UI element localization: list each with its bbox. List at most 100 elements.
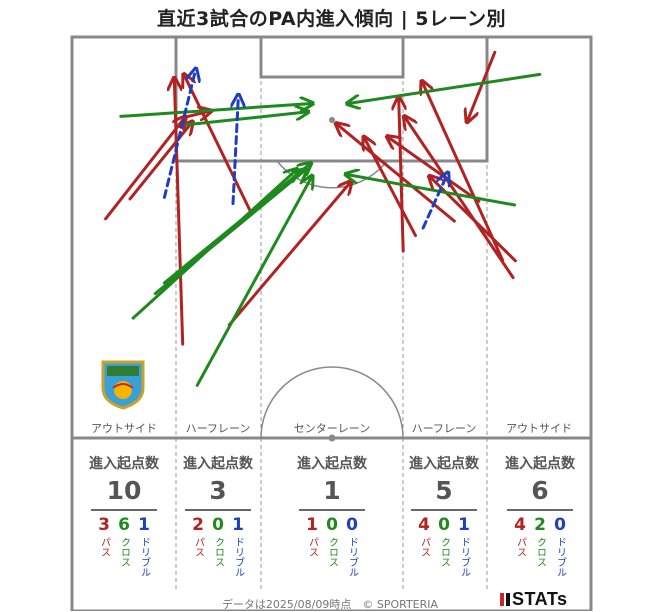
breakdown-dribble-count: 0	[346, 515, 358, 535]
breakdown-pass-label: パス	[192, 537, 204, 557]
lane-stat-total: 10	[106, 476, 142, 505]
breakdown-dribble-count: 0	[554, 515, 566, 535]
breakdown-dribble-label: ドリブル	[232, 537, 244, 577]
dribble-arrow-1	[233, 96, 238, 205]
penalty-spot	[329, 117, 335, 123]
dribble-arrow-0	[162, 70, 195, 199]
lane-label-outside-left: アウトサイド	[91, 422, 157, 435]
breakdown-pass: 2 パス	[188, 515, 208, 557]
breakdown-cross-label: クロス	[534, 537, 546, 567]
breakdown-dribble: 0 ドリブル	[342, 515, 362, 577]
breakdown-cross-count: 0	[438, 515, 450, 535]
cross-arrow-7	[347, 175, 517, 207]
breakdown-cross: 0 クロス	[434, 515, 454, 567]
breakdown-cross-label: クロス	[118, 537, 130, 567]
breakdown-cross-count: 0	[212, 515, 224, 535]
breakdown-cross: 6 クロス	[114, 515, 134, 567]
pass-arrow-8	[405, 117, 515, 280]
breakdown-cross: 2 クロス	[530, 515, 550, 567]
breakdown-pass: 4 パス	[414, 515, 434, 557]
breakdown-cross-count: 6	[118, 515, 130, 535]
breakdown-pass: 4 パス	[510, 515, 530, 557]
breakdown-pass-count: 2	[192, 515, 204, 535]
lane-stat-total: 1	[323, 476, 341, 505]
breakdown-pass-label: パス	[418, 537, 430, 557]
dribble-arrow-2	[421, 174, 447, 230]
cross-arrow-6	[131, 170, 296, 320]
pass-arrow-11	[399, 98, 404, 253]
breakdown-pass-label: パス	[514, 537, 526, 557]
goal-area	[259, 35, 405, 79]
lane-stat-header: 進入起点数	[297, 456, 367, 472]
chart-title: 直近3試合のPA内進入傾向 | 5レーン別	[156, 8, 507, 30]
breakdown-cross: 0 クロス	[208, 515, 228, 567]
lane-stat-divider	[185, 509, 251, 511]
penalty-area	[174, 35, 489, 163]
lane-stat-divider	[299, 509, 365, 511]
lane-stat-breakdown: 3 パス 6 クロス 1 ドリブル	[94, 515, 154, 581]
pass-arrow-1	[128, 123, 192, 201]
lane-stat-breakdown: 4 パス 0 クロス 1 ドリブル	[414, 515, 474, 581]
pass-arrow-5	[227, 182, 350, 327]
breakdown-pass-count: 4	[514, 515, 526, 535]
pass-arrow-3	[184, 75, 253, 215]
breakdown-dribble-label: ドリブル	[458, 537, 470, 577]
pass-arrow-0	[104, 117, 185, 221]
breakdown-cross-label: クロス	[326, 537, 338, 567]
lane-stat-header: 進入起点数	[183, 456, 253, 472]
breakdown-dribble-count: 1	[232, 515, 244, 535]
center-circle	[260, 366, 404, 439]
breakdown-cross-count: 0	[326, 515, 338, 535]
breakdown-dribble: 1 ドリブル	[454, 515, 474, 577]
pass-arrow-7	[422, 82, 504, 262]
breakdown-dribble-count: 1	[458, 515, 470, 535]
breakdown-pass: 1 パス	[302, 515, 322, 557]
brand-text: STATs	[512, 589, 568, 609]
pass-arrow-13	[430, 177, 517, 263]
lane-stat-header: 進入起点数	[89, 456, 159, 472]
pass-arrow-9	[388, 137, 481, 203]
lane-label-halfspace-right: ハーフレーン	[411, 422, 477, 435]
pass-arrow-6	[467, 50, 497, 121]
cross-arrow-2	[348, 72, 542, 103]
team-crest-icon	[99, 358, 147, 414]
center-spot	[328, 434, 336, 442]
breakdown-dribble-label: ドリブル	[346, 537, 358, 577]
breakdown-dribble: 1 ドリブル	[228, 515, 248, 577]
breakdown-dribble-label: ドリブル	[138, 537, 150, 577]
breakdown-pass-label: パス	[306, 537, 318, 557]
lane-stat-divider	[507, 509, 573, 511]
lane-stat-breakdown: 4 パス 2 クロス 0 ドリブル	[510, 515, 570, 581]
breakdown-dribble-count: 1	[138, 515, 150, 535]
pass-arrow-12	[364, 138, 417, 238]
breakdown-pass-count: 3	[98, 515, 110, 535]
cross-arrow-1	[185, 112, 308, 127]
pass-arrow-4	[174, 79, 185, 346]
lane-stat-divider	[91, 509, 157, 511]
lane-label-center: センターレーン	[293, 422, 371, 435]
breakdown-cross-label: クロス	[212, 537, 224, 567]
breakdown-dribble: 1 ドリブル	[134, 515, 154, 577]
lane-stat-total: 3	[209, 476, 227, 505]
lane-stat-total: 5	[435, 476, 453, 505]
lane-stat-divider	[411, 509, 477, 511]
lane-label-outside-right: アウトサイド	[506, 422, 572, 435]
cross-arrow-5	[195, 177, 312, 387]
breakdown-dribble: 0 ドリブル	[550, 515, 570, 577]
brand-logo: STATs	[500, 589, 568, 610]
lane-stat-breakdown: 1 パス 0 クロス 0 ドリブル	[302, 515, 362, 581]
cross-arrow-0	[119, 104, 312, 118]
lane-stat-header: 進入起点数	[505, 456, 575, 472]
breakdown-cross: 0 クロス	[322, 515, 342, 567]
breakdown-pass-count: 4	[418, 515, 430, 535]
breakdown-pass-label: パス	[98, 537, 110, 557]
lane-stat-header: 進入起点数	[409, 456, 479, 472]
lane-stat-total: 6	[531, 476, 549, 505]
breakdown-pass: 3 パス	[94, 515, 114, 557]
breakdown-dribble-label: ドリブル	[554, 537, 566, 577]
lane-label-halfspace-left: ハーフレーン	[185, 422, 251, 435]
lane-stat-breakdown: 2 パス 0 クロス 1 ドリブル	[188, 515, 248, 581]
breakdown-pass-count: 1	[306, 515, 318, 535]
breakdown-cross-label: クロス	[438, 537, 450, 567]
